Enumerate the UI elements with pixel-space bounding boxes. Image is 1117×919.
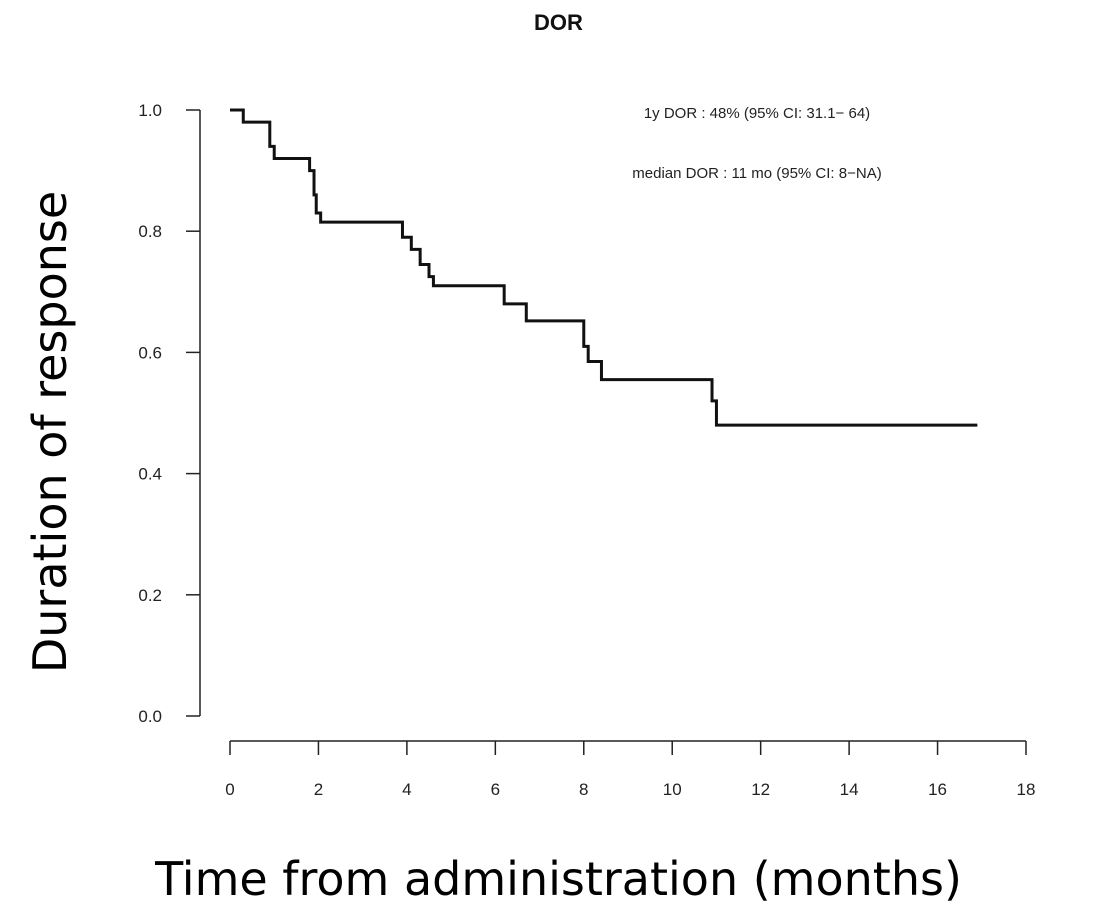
y-tick-label: 0.2 — [138, 586, 162, 605]
x-tick-label: 14 — [840, 780, 859, 799]
x-tick-label: 2 — [314, 780, 323, 799]
y-tick-label: 0.0 — [138, 707, 162, 726]
x-axis-title: Time from administration (months) — [155, 852, 962, 906]
x-tick-label: 8 — [579, 780, 588, 799]
annotation-text: median DOR : 11 mo (95% CI: 8−NA) — [632, 165, 881, 182]
y-tick-label: 1.0 — [138, 101, 162, 120]
series-group — [230, 108, 978, 427]
y-tick-label: 0.4 — [138, 465, 162, 484]
y-axis: 0.0 0.2 0.4 0.6 0.8 1.0 — [138, 101, 201, 726]
x-tick-label: 12 — [751, 780, 770, 799]
annotations: 1y DOR : 48% (95% CI: 31.1− 64) median DO… — [632, 105, 881, 182]
x-tick-label: 6 — [491, 780, 500, 799]
y-tick-label: 0.6 — [138, 343, 162, 362]
x-tick-label: 18 — [1017, 780, 1036, 799]
x-tick-label: 0 — [225, 780, 234, 799]
y-tick-label: 0.8 — [138, 222, 162, 241]
km-curve-line — [230, 108, 978, 427]
x-tick-label: 4 — [402, 780, 411, 799]
chart-title: DOR — [534, 10, 583, 35]
annotation-text: 1y DOR : 48% (95% CI: 31.1− 64) — [644, 105, 870, 122]
x-tick-label: 16 — [928, 780, 947, 799]
x-tick-label: 10 — [663, 780, 682, 799]
x-axis: 0 2 4 6 8 10 12 14 16 18 — [225, 740, 1036, 799]
